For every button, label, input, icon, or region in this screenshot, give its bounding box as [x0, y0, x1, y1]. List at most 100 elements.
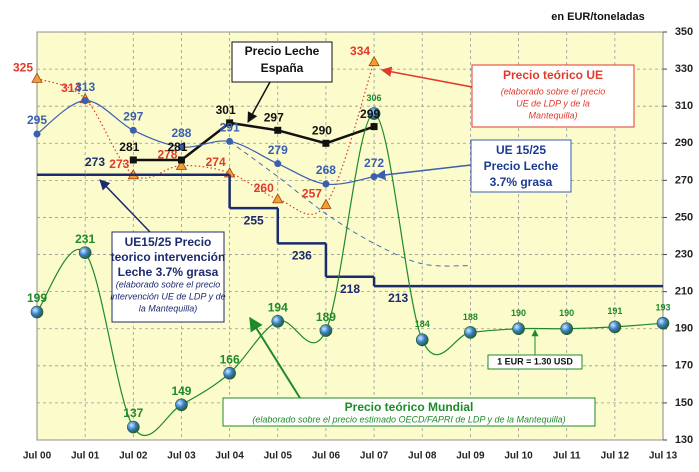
y-tick-label: 230 — [675, 248, 693, 260]
annotation-text: Mantequilla) — [528, 110, 577, 120]
data-label: 281 — [167, 140, 187, 154]
data-label: 273 — [109, 157, 129, 171]
y-tick-label: 330 — [675, 63, 693, 75]
marker — [608, 320, 622, 334]
data-label: 188 — [463, 312, 478, 322]
data-label: 279 — [268, 143, 288, 157]
marker — [30, 305, 44, 319]
data-label: 190 — [511, 308, 526, 318]
marker — [129, 126, 137, 134]
arrow — [99, 179, 151, 233]
annotation-box — [222, 397, 596, 427]
annotation-text: Precio Leche — [245, 44, 320, 58]
marker — [368, 55, 380, 67]
arrow — [374, 164, 472, 181]
data-label: 334 — [350, 44, 370, 58]
y-tick-label: 270 — [675, 174, 693, 186]
x-tick-label: Jul 12 — [601, 451, 630, 462]
x-tick-label: Jul 07 — [360, 451, 389, 462]
marker — [415, 333, 429, 347]
marker — [560, 322, 573, 336]
annotation-text: UE 15/25 — [496, 143, 546, 157]
annotation-box — [111, 231, 225, 323]
y-tick-label: 350 — [675, 26, 693, 38]
data-label: 301 — [216, 103, 236, 117]
marker — [464, 326, 477, 339]
line-series — [36, 61, 375, 215]
y-tick-label: 130 — [675, 434, 693, 446]
marker — [370, 123, 378, 131]
marker — [319, 324, 333, 337]
marker — [274, 160, 282, 168]
data-label: 190 — [559, 308, 574, 318]
y-tick-label: 250 — [675, 211, 693, 223]
data-label: 291 — [220, 121, 240, 135]
x-tick-label: Jul 03 — [167, 451, 196, 462]
data-label: 255 — [244, 213, 264, 227]
annotation-text: (elaborado sobre el precio estimado OECD… — [252, 414, 565, 424]
data-label: 314 — [61, 81, 81, 95]
line-series — [133, 121, 375, 162]
data-label: 281 — [119, 140, 139, 154]
data-label: 260 — [254, 181, 274, 195]
data-label: 189 — [316, 310, 336, 324]
annotation-text: 1 EUR = 1.30 USD — [497, 356, 573, 366]
y-tick-label: 310 — [675, 100, 693, 112]
marker — [175, 398, 188, 412]
x-tick-label: Jul 09 — [456, 451, 485, 462]
annotation-text: Precio teórico UE — [503, 68, 603, 82]
annotation-box — [231, 41, 333, 83]
annotation-text: Precio teórico Mundial — [345, 400, 474, 414]
data-label: 273 — [85, 155, 105, 169]
x-tick-label: Jul 01 — [71, 451, 100, 462]
marker — [320, 198, 332, 209]
data-label: 295 — [27, 113, 47, 127]
data-label: 274 — [206, 155, 226, 169]
data-label: 325 — [13, 61, 33, 75]
data-label: 231 — [75, 232, 95, 246]
annotation-text: 3.7% grasa — [490, 175, 553, 189]
data-label: 137 — [123, 406, 143, 420]
y-tick-label: 210 — [675, 286, 693, 298]
marker — [322, 180, 330, 188]
data-label: 194 — [268, 300, 288, 314]
annotation-text: la Mantequilla) — [139, 303, 198, 313]
y-tick-label: 170 — [675, 360, 693, 372]
marker — [322, 139, 330, 147]
data-label: 213 — [388, 291, 408, 305]
data-label: 199 — [27, 291, 47, 305]
annotation-text: (elaborado sobre el precio — [116, 279, 221, 289]
x-tick-label: Jul 02 — [119, 451, 148, 462]
marker — [127, 420, 140, 434]
y-tick-label: 290 — [675, 137, 693, 149]
data-label: 297 — [264, 110, 284, 124]
data-label: 149 — [171, 384, 191, 398]
series — [30, 55, 670, 436]
data-label: 257 — [302, 187, 322, 201]
annotation-text: UE15/25 Precio — [125, 235, 212, 249]
arrow — [247, 81, 271, 123]
marker — [78, 246, 92, 259]
annotations: en EUR/toneladas Precio Leche España Precio… — [99, 11, 645, 427]
data-label: 272 — [364, 156, 384, 170]
x-tick-label: Jul 11 — [553, 451, 581, 462]
marker — [367, 107, 381, 120]
data-label: 278 — [157, 148, 177, 162]
arrow — [249, 316, 301, 399]
marker — [656, 316, 670, 330]
annotation-box — [471, 64, 635, 128]
annotation-text: en EUR/toneladas — [551, 11, 645, 23]
marker — [81, 97, 89, 105]
data-label: 236 — [292, 249, 312, 263]
data-label: 306 — [367, 93, 382, 103]
annotation-text: UE de LDP y de la — [516, 98, 590, 108]
x-tick-label: Jul 00 — [23, 451, 52, 462]
marker — [31, 72, 43, 83]
x-tick-label: Jul 06 — [312, 451, 341, 462]
data-label: 166 — [220, 352, 240, 366]
annotation-text: Precio Leche — [484, 159, 559, 173]
data-label: 290 — [312, 123, 332, 137]
marker — [177, 156, 185, 164]
annotation-box — [470, 139, 572, 193]
